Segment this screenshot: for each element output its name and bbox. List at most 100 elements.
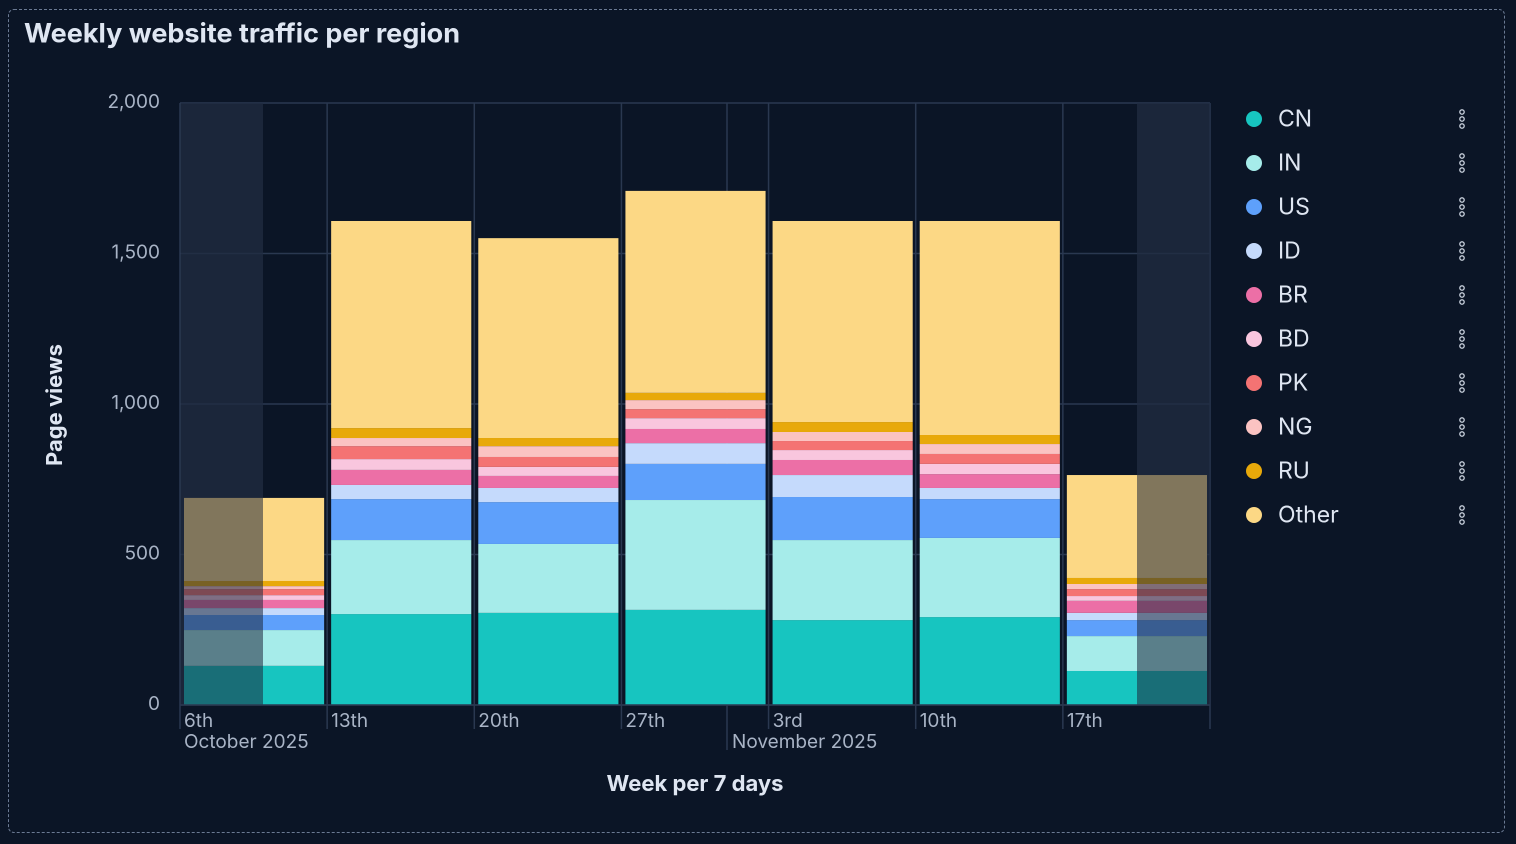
legend-swatch[interactable] — [1246, 111, 1262, 127]
menu-dot — [1459, 211, 1465, 217]
out-of-range-overlay — [1137, 103, 1210, 705]
bar-segment — [625, 609, 766, 705]
bar-segment — [478, 487, 619, 503]
menu-dot — [1459, 197, 1465, 203]
menu-dot — [1459, 292, 1465, 298]
bar-segment — [331, 459, 472, 470]
menu-dot — [1459, 461, 1465, 467]
bar-segment — [919, 463, 1060, 475]
x-tick-label: 3rd — [773, 709, 803, 732]
bar-segment — [1066, 589, 1207, 597]
legend-swatch[interactable] — [1246, 243, 1262, 259]
legend-label[interactable]: BD — [1278, 324, 1310, 352]
menu-dot — [1459, 153, 1465, 159]
legend-menu[interactable] — [1459, 285, 1465, 305]
y-tick-label: 2,000 — [107, 90, 160, 113]
bar-segment — [772, 620, 913, 705]
menu-dot — [1459, 431, 1465, 437]
bar-segment — [772, 431, 913, 442]
legend-label[interactable]: ID — [1278, 236, 1301, 264]
bar-segment — [772, 540, 913, 621]
x-tick-label: 6th — [184, 709, 213, 732]
legend-swatch[interactable] — [1246, 463, 1262, 479]
legend-label[interactable]: Other — [1278, 500, 1339, 528]
legend-label[interactable]: US — [1278, 192, 1310, 220]
menu-dot — [1459, 167, 1465, 173]
legend-menu[interactable] — [1459, 329, 1465, 349]
y-axis-title: Page views — [42, 344, 68, 466]
bar-segment — [478, 466, 619, 476]
menu-dot — [1459, 468, 1465, 474]
legend-label[interactable]: PK — [1278, 368, 1308, 396]
legend-swatch[interactable] — [1246, 199, 1262, 215]
legend-swatch[interactable] — [1246, 287, 1262, 303]
legend-menu[interactable] — [1459, 241, 1465, 261]
menu-dot — [1459, 373, 1465, 379]
bar-segment — [625, 392, 766, 401]
x-tick-label: 10th — [920, 709, 957, 732]
legend-menu[interactable] — [1459, 417, 1465, 437]
menu-dot — [1459, 123, 1465, 129]
bar-segment — [331, 614, 472, 705]
bar-segment — [331, 446, 472, 460]
legend-label[interactable]: NG — [1278, 412, 1313, 440]
legend-label[interactable]: CN — [1278, 104, 1312, 132]
bar-segment — [478, 475, 619, 488]
legend-swatch[interactable] — [1246, 419, 1262, 435]
bar-segment — [919, 499, 1060, 538]
bar-segment — [478, 543, 619, 613]
bar-segment — [625, 400, 766, 410]
menu-dot — [1459, 160, 1465, 166]
bar-segment — [919, 617, 1060, 705]
bar-segment — [625, 428, 766, 444]
menu-dot — [1459, 343, 1465, 349]
bar-segment — [625, 500, 766, 610]
bar-segment — [625, 190, 766, 393]
legend-label[interactable]: IN — [1278, 148, 1302, 176]
bar-segment — [331, 220, 472, 429]
legend-menu[interactable] — [1459, 461, 1465, 481]
menu-dot — [1459, 241, 1465, 247]
legend-menu[interactable] — [1459, 109, 1465, 129]
bar-segment — [919, 220, 1060, 436]
menu-dot — [1459, 505, 1465, 511]
bar-segment — [772, 497, 913, 541]
x-group-label: November 2025 — [732, 730, 877, 753]
bar-segment — [919, 435, 1060, 445]
legend-label[interactable]: RU — [1278, 456, 1310, 484]
menu-dot — [1459, 512, 1465, 518]
out-of-range-overlay — [181, 103, 263, 705]
x-tick-label: 17th — [1067, 709, 1103, 732]
bar-segment — [331, 499, 472, 541]
legend-menu[interactable] — [1459, 373, 1465, 393]
legend-swatch[interactable] — [1246, 375, 1262, 391]
bar-segment — [1066, 577, 1207, 584]
x-tick-label: 20th — [478, 709, 519, 732]
x-tick-label: 13th — [331, 709, 368, 732]
menu-dot — [1459, 255, 1465, 261]
bar-segment — [1066, 596, 1207, 601]
menu-dot — [1459, 475, 1465, 481]
bar-segment — [772, 475, 913, 498]
bar-segment — [331, 428, 472, 439]
bar-segment — [331, 438, 472, 447]
legend-swatch[interactable] — [1246, 155, 1262, 171]
legend-menu[interactable] — [1459, 197, 1465, 217]
menu-dot — [1459, 387, 1465, 393]
bar-segment — [331, 484, 472, 500]
bar-segment — [478, 502, 619, 544]
bar-segment — [772, 220, 913, 423]
bar-segment — [331, 540, 472, 615]
y-tick-label: 1,000 — [111, 391, 160, 414]
x-tick-label: 27th — [625, 709, 665, 732]
bar-segment — [772, 422, 913, 432]
legend-menu[interactable] — [1459, 505, 1465, 525]
legend-swatch[interactable] — [1246, 331, 1262, 347]
legend-swatch[interactable] — [1246, 507, 1262, 523]
legend-label[interactable]: BR — [1278, 280, 1308, 308]
menu-dot — [1459, 248, 1465, 254]
bar-segment — [478, 612, 619, 705]
legend-menu[interactable] — [1459, 153, 1465, 173]
bar-segment — [1066, 583, 1207, 590]
